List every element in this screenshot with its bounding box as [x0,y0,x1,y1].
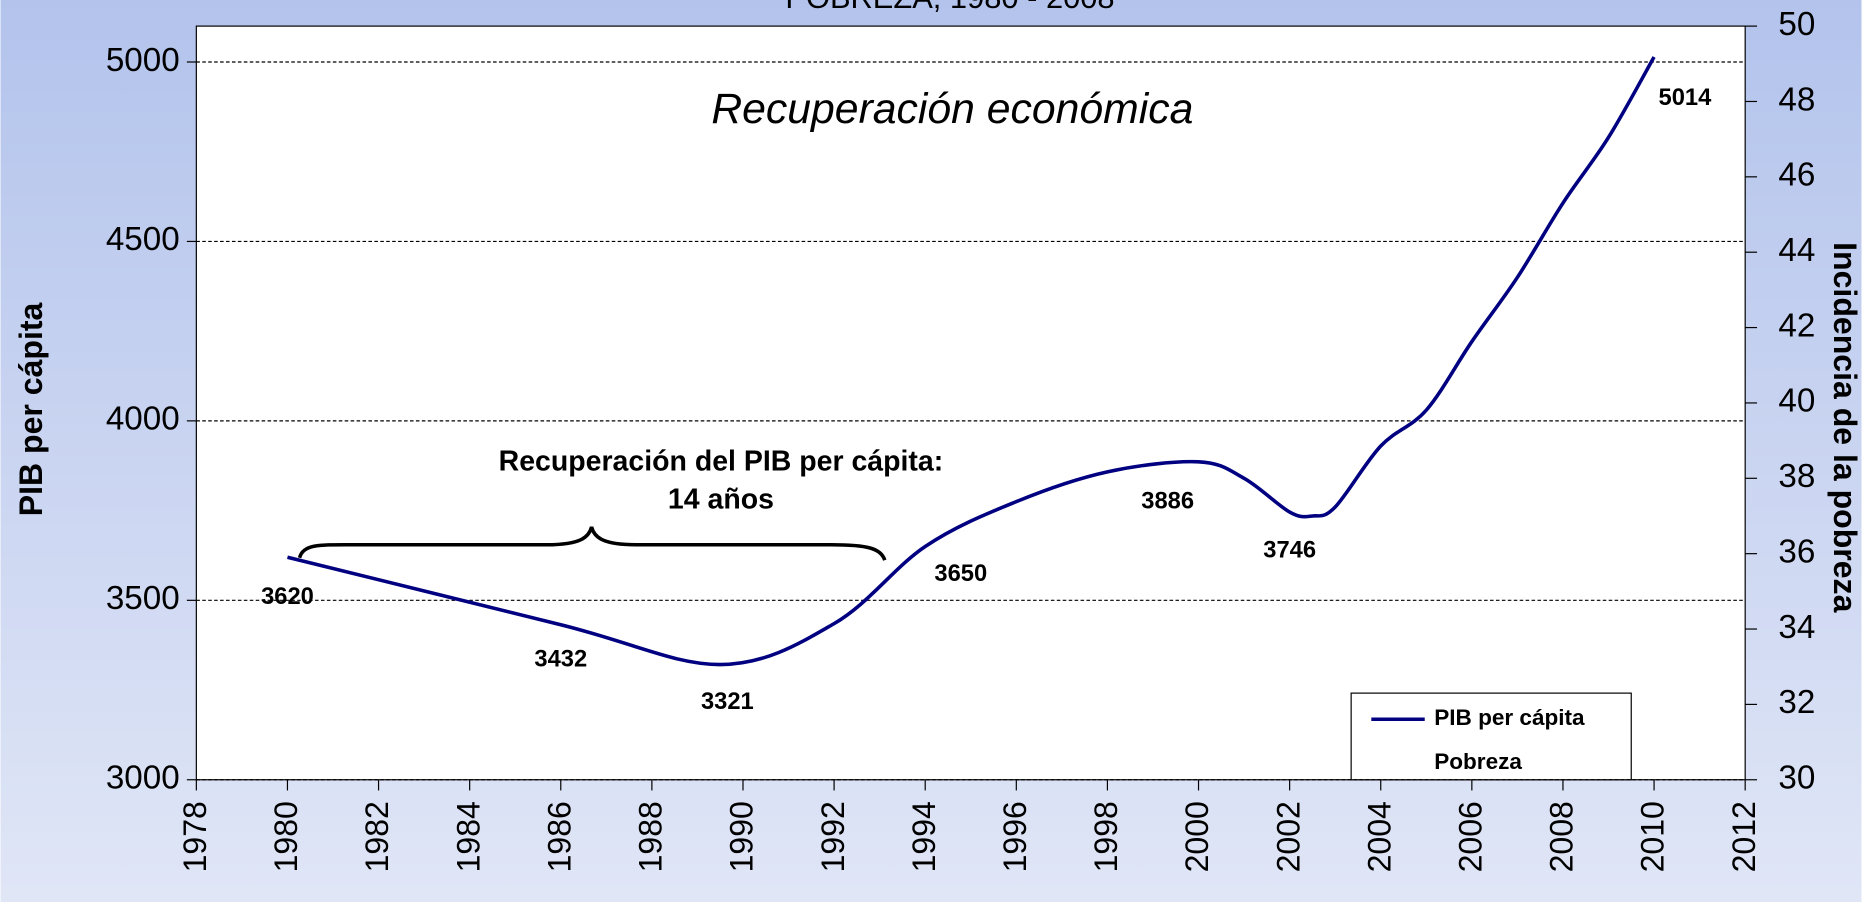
y2-tick-label: 42 [1778,307,1815,344]
y2-tick-label: 36 [1778,533,1815,570]
x-tick-label: 1994 [906,801,942,872]
chart-title: POBREZA, 1980 - 2008 [785,0,1114,15]
data-label: 3650 [934,561,987,587]
x-tick-label: 1982 [359,801,395,872]
x-tick-label: 1988 [633,801,669,872]
y2-tick-label: 40 [1778,383,1815,420]
data-label: 3620 [261,584,314,610]
y2-tick-label: 32 [1778,684,1815,721]
x-tick-label: 1980 [268,801,304,872]
annotation: Recuperación económica [711,85,1193,133]
x-tick-label: 2012 [1726,801,1762,872]
x-tick-label: 1990 [724,801,760,872]
plot-area [195,25,1746,781]
y2-tick-label: 34 [1778,609,1815,646]
x-tick-label: 1984 [450,801,486,872]
legend-label: PIB per cápita [1434,705,1585,730]
y2-tick-label: 44 [1778,232,1815,269]
y2-tick-label: 46 [1778,157,1815,194]
x-tick-label: 2000 [1179,801,1215,872]
y-tick-label: 4000 [106,401,180,438]
y2-axis-label: Incidencia de la pobreza [1827,242,1862,613]
y-tick-label: 3500 [106,580,180,617]
x-tick-label: 2010 [1635,801,1671,872]
data-label: 3321 [701,689,754,715]
y2-tick-label: 38 [1778,458,1815,495]
y-tick-label: 3000 [106,760,180,797]
annotation: 14 años [668,483,774,515]
y2-tick-label: 50 [1778,6,1815,43]
y-tick-label: 5000 [106,42,180,79]
data-label: 3746 [1263,537,1316,563]
x-tick-label: 1978 [177,801,213,872]
data-label: 3886 [1141,488,1194,514]
x-tick-label: 2004 [1361,801,1397,872]
x-tick-label: 1996 [997,801,1033,872]
data-label: 3432 [534,647,587,673]
series-line [287,56,1656,667]
x-tick-label: 1992 [815,801,851,872]
x-tick-label: 2006 [1453,801,1489,872]
brace [297,526,887,561]
data-label: 5014 [1659,85,1713,111]
x-tick-label: 2002 [1270,801,1306,872]
legend-box [1350,692,1632,781]
y-axis-label: PIB per cápita [13,301,49,516]
x-tick-label: 2008 [1544,801,1580,872]
x-tick-label: 1986 [541,801,577,872]
legend-label: Pobreza [1434,749,1522,774]
y2-tick-label: 30 [1778,760,1815,797]
y-tick-label: 4500 [106,221,180,258]
y2-tick-label: 48 [1778,81,1815,118]
x-tick-label: 1998 [1088,801,1124,872]
annotation: Recuperación del PIB per cápita: [499,445,944,477]
